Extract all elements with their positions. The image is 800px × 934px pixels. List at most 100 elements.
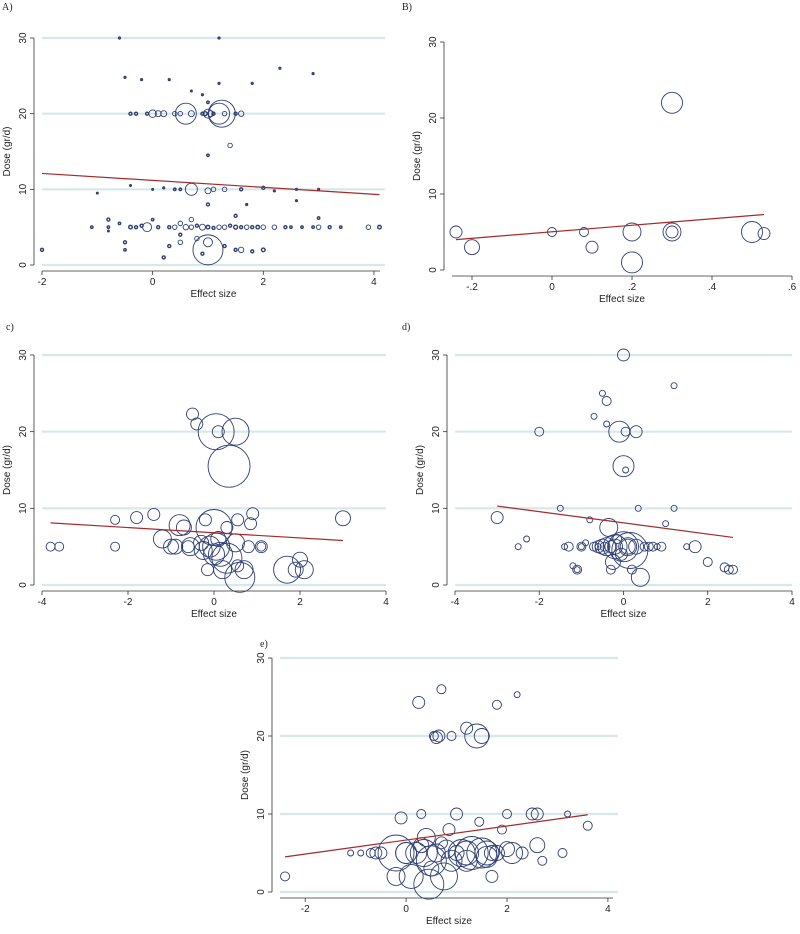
chart-1-point-4 [585, 240, 599, 254]
chart-0-point-17 [187, 110, 195, 118]
chart-0-point-26 [221, 110, 228, 117]
chart-0-point-63 [182, 224, 189, 231]
chart-0-point-56 [133, 224, 139, 230]
chart-2-point-12 [190, 417, 204, 431]
chart-2-point-23 [211, 542, 243, 574]
chart-4-point-37 [485, 869, 499, 883]
chart-3-xlabel: Effect size [601, 609, 647, 620]
chart-3-point-38 [656, 541, 667, 552]
chart-1-xtick-label-2: .2 [628, 282, 637, 293]
chart-0-point-1 [217, 36, 221, 40]
chart-3-point-6 [563, 541, 574, 552]
chart-4-point-35 [474, 840, 500, 866]
chart-3-point-36 [648, 541, 658, 552]
chart-1-ytick-label-2: 20 [428, 112, 439, 124]
chart-0-point-21 [207, 110, 215, 118]
chart-4-point-5 [374, 846, 388, 860]
chart-3-point-15 [601, 396, 612, 406]
chart-0-point-99 [194, 235, 200, 242]
panel-d: d) 0 10 20 30 Dose (gr/d) -4 -2 0 2 4 Effect size [400, 310, 800, 620]
panel-e-letter: e) [260, 639, 268, 650]
chart-3-ylabel: Dose (gr/d) [415, 445, 426, 495]
chart-0-point-66 [198, 223, 206, 231]
chart-3-point-25 [612, 455, 635, 478]
chart-2-point-0 [45, 541, 56, 552]
chart-2-point-33 [246, 507, 260, 521]
chart-3-xtick-label-1: -2 [535, 597, 544, 608]
panel-b-letter: B) [402, 2, 412, 13]
chart-3-point-2 [523, 535, 531, 543]
chart-0-fit-line [41, 172, 380, 196]
chart-2-point-10 [181, 540, 195, 554]
chart-0-point-59 [155, 224, 161, 230]
chart-4-point-61 [423, 860, 440, 877]
chart-0-point-65 [194, 223, 200, 228]
chart-0-ytick-label-2: 20 [18, 108, 29, 120]
chart-2-ytick-label-1: 10 [18, 502, 29, 514]
chart-1-xtick-label-3: .4 [708, 282, 717, 293]
panel-a-letter: A) [2, 2, 13, 13]
chart-0-point-7 [278, 66, 282, 70]
chart-0-point-4 [167, 78, 171, 82]
chart-3-ytick-label-3: 30 [431, 349, 442, 361]
chart-0-point-24 [207, 99, 236, 128]
chart-2-point-31 [241, 540, 255, 554]
chart-2-point-4 [130, 511, 144, 524]
chart-0-point-62 [177, 220, 184, 227]
chart-0-point-76 [255, 224, 261, 230]
chart-0-point-42 [210, 186, 217, 193]
chart-1-point-1 [464, 239, 480, 256]
chart-4-point-60 [497, 824, 507, 835]
chart-0-point-34 [95, 191, 99, 195]
chart-0-point-86 [365, 224, 372, 230]
chart-0-point-0 [117, 36, 122, 40]
chart-0-point-101 [222, 243, 227, 249]
chart-0-point-75 [250, 224, 255, 230]
chart-0-point-51 [245, 202, 249, 207]
chart-4-point-10 [398, 863, 424, 889]
chart-2-point-8 [168, 514, 191, 537]
chart-0-ytick-label-1: 10 [18, 183, 29, 195]
chart-2-point-24 [207, 444, 251, 488]
chart-0-point-31 [206, 100, 210, 105]
chart-0-point-74 [243, 224, 250, 230]
chart-0-point-108 [192, 234, 224, 266]
chart-0-point-88 [106, 217, 111, 222]
chart-c: 0 10 20 30 Dose (gr/d) -4 -2 0 2 4 Effect size [2, 349, 389, 620]
chart-3-point-33 [630, 567, 650, 587]
chart-3-point-35 [643, 541, 654, 552]
chart-0-point-41 [204, 187, 212, 195]
chart-3-point-12 [590, 412, 598, 420]
chart-0-point-14 [160, 110, 168, 118]
chart-0-point-98 [177, 239, 184, 246]
chart-0-point-30 [206, 153, 210, 158]
chart-3-ytick-label-2: 20 [431, 426, 442, 438]
chart-0-point-105 [260, 247, 266, 253]
chart-3-point-0 [490, 511, 504, 524]
chart-2-point-6 [152, 529, 172, 549]
chart-0-point-82 [311, 225, 315, 230]
chart-0-point-91 [233, 213, 238, 219]
chart-0-ytick-label-0: 0 [18, 262, 29, 268]
chart-0-xlabel: Effect size [191, 289, 237, 300]
chart-3-point-53 [611, 532, 649, 569]
chart-3-xtick-label-0: -4 [451, 597, 460, 608]
chart-4-point-25 [446, 731, 457, 741]
chart-0-point-83 [315, 224, 322, 230]
chart-0-point-16 [177, 110, 184, 117]
chart-0-point-46 [272, 189, 276, 193]
chart-1-ytick-label-0: 0 [428, 267, 439, 273]
chart-4-point-8 [394, 811, 408, 825]
chart-0-ylabel: Dose (gr/d) [2, 126, 13, 176]
chart-4-xtick-label-0: -2 [301, 904, 310, 915]
chart-3-point-28 [619, 538, 636, 555]
panel-c: c) 0 10 20 30 Dose (gr/d) -4 -2 0 2 4 Effect size [0, 310, 400, 620]
chart-0-point-90 [188, 216, 195, 223]
chart-4-point-32 [464, 723, 490, 749]
chart-3-point-56 [589, 541, 599, 552]
chart-4-point-48 [557, 848, 568, 858]
chart-2-point-9 [175, 519, 192, 536]
chart-4-point-55 [454, 840, 480, 866]
chart-0-xtick-label-2: 2 [261, 277, 267, 288]
chart-0-point-81 [300, 225, 304, 230]
